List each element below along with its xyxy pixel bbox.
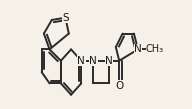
- Text: S: S: [62, 13, 69, 23]
- Text: N: N: [77, 56, 85, 66]
- Text: CH₃: CH₃: [146, 44, 164, 54]
- Text: O: O: [115, 81, 123, 91]
- Text: N: N: [105, 56, 113, 66]
- Text: N: N: [89, 56, 97, 66]
- Text: N: N: [134, 44, 142, 54]
